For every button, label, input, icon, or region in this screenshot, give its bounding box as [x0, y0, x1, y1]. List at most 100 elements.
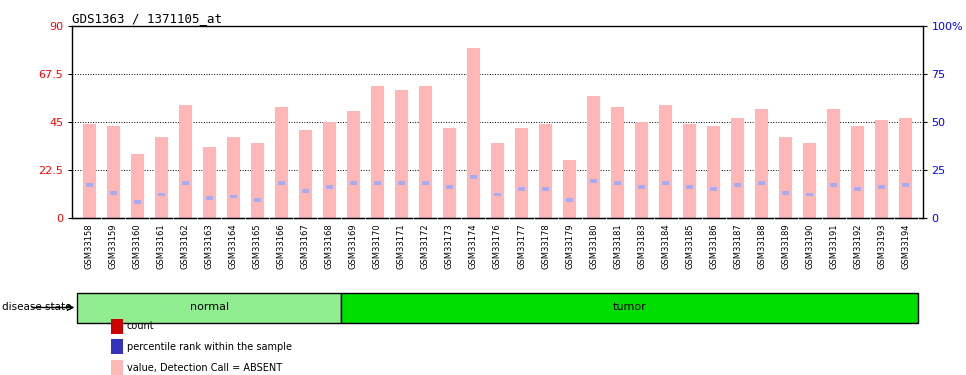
Text: normal: normal	[189, 303, 229, 312]
Bar	[398, 181, 405, 185]
Text: GSM33192: GSM33192	[853, 224, 863, 269]
Text: count: count	[127, 321, 155, 331]
Bar	[395, 90, 408, 218]
Bar	[83, 124, 96, 218]
Text: GSM33161: GSM33161	[156, 224, 166, 269]
Bar	[542, 187, 549, 191]
Text: GSM33188: GSM33188	[757, 224, 766, 269]
Bar	[371, 86, 384, 218]
Text: GDS1363 / 1371105_at: GDS1363 / 1371105_at	[72, 12, 222, 25]
Bar	[563, 160, 576, 218]
Bar	[491, 143, 504, 218]
Bar	[341, 292, 918, 322]
Text: GSM33193: GSM33193	[877, 224, 886, 269]
Text: GSM33174: GSM33174	[469, 224, 478, 269]
Bar	[638, 185, 645, 189]
Bar	[206, 196, 213, 200]
Text: GSM33179: GSM33179	[565, 224, 574, 269]
Bar	[77, 292, 341, 322]
Bar	[374, 181, 381, 185]
Text: GSM33164: GSM33164	[229, 224, 238, 269]
Bar	[782, 191, 789, 195]
Bar	[587, 96, 600, 218]
Bar	[878, 185, 885, 189]
Bar	[803, 143, 816, 218]
Bar	[179, 105, 192, 218]
Text: disease state: disease state	[2, 303, 71, 312]
Bar	[830, 183, 838, 187]
Bar	[899, 118, 912, 218]
Bar	[827, 109, 840, 217]
Text: GSM33185: GSM33185	[685, 224, 695, 269]
Bar	[611, 107, 624, 218]
Bar	[707, 126, 721, 218]
Bar	[350, 181, 357, 185]
Text: value, Detection Call = ABSENT: value, Detection Call = ABSENT	[127, 363, 282, 372]
Text: GSM33170: GSM33170	[373, 224, 382, 269]
Text: GSM33160: GSM33160	[132, 224, 142, 269]
Bar	[590, 179, 597, 183]
Text: GSM33183: GSM33183	[637, 224, 646, 269]
Text: GSM33177: GSM33177	[517, 224, 526, 269]
Bar	[662, 181, 669, 185]
Text: GSM33186: GSM33186	[709, 224, 718, 269]
Text: GSM33166: GSM33166	[277, 224, 286, 269]
Bar	[875, 120, 889, 218]
Bar	[686, 185, 694, 189]
Text: GSM33162: GSM33162	[181, 224, 189, 269]
Text: tumor: tumor	[612, 303, 646, 312]
Bar	[469, 176, 477, 179]
Bar	[157, 193, 165, 196]
Bar	[854, 187, 862, 191]
Text: GSM33168: GSM33168	[325, 224, 334, 269]
Bar	[278, 181, 285, 185]
Bar	[110, 191, 117, 195]
Text: GSM33159: GSM33159	[109, 224, 118, 269]
Bar	[227, 137, 240, 218]
Bar	[731, 118, 744, 218]
Text: GSM33190: GSM33190	[806, 224, 814, 269]
Bar	[851, 126, 865, 218]
Text: GSM33158: GSM33158	[85, 224, 94, 269]
Bar	[133, 200, 141, 204]
Text: GSM33167: GSM33167	[300, 224, 310, 269]
Bar	[539, 124, 553, 218]
Bar	[326, 185, 333, 189]
Bar	[635, 122, 648, 218]
Bar	[419, 86, 432, 218]
Bar	[467, 48, 480, 217]
Bar	[494, 193, 501, 196]
Bar	[422, 181, 429, 185]
Bar	[230, 195, 237, 198]
Text: GSM33171: GSM33171	[397, 224, 406, 269]
Bar	[806, 193, 813, 196]
Bar	[203, 147, 216, 218]
Text: GSM33194: GSM33194	[901, 224, 910, 269]
Bar	[182, 181, 189, 185]
Text: GSM33176: GSM33176	[493, 224, 502, 269]
Text: GSM33187: GSM33187	[733, 224, 742, 269]
Text: GSM33189: GSM33189	[781, 224, 790, 269]
Bar	[779, 137, 792, 218]
Bar	[902, 183, 909, 187]
Bar	[274, 107, 288, 218]
Text: percentile rank within the sample: percentile rank within the sample	[127, 342, 292, 352]
Text: GSM33163: GSM33163	[205, 224, 213, 269]
Bar	[758, 181, 765, 185]
Bar	[566, 198, 573, 202]
Bar	[323, 122, 336, 218]
Bar	[659, 105, 672, 218]
Bar	[298, 130, 312, 218]
Bar	[683, 124, 696, 218]
Bar	[251, 143, 264, 218]
Text: GSM33173: GSM33173	[445, 224, 454, 269]
Text: GSM33169: GSM33169	[349, 224, 358, 269]
Text: GSM33165: GSM33165	[253, 224, 262, 269]
Bar	[254, 198, 261, 202]
Text: GSM33181: GSM33181	[613, 224, 622, 269]
Bar	[446, 185, 453, 189]
Bar	[755, 109, 768, 217]
Bar	[301, 189, 309, 193]
Bar	[518, 187, 526, 191]
Text: GSM33178: GSM33178	[541, 224, 550, 269]
